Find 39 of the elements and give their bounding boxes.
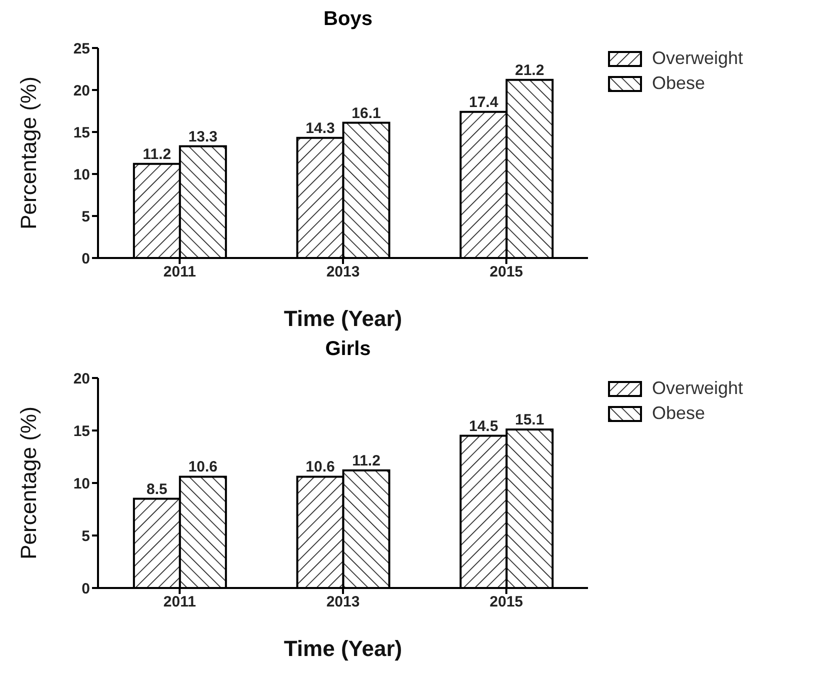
y-tick-label: 25 <box>73 40 90 58</box>
y-tick-label: 5 <box>82 208 90 226</box>
y-tick-label: 10 <box>73 475 90 492</box>
chart-title: Girls <box>324 338 372 362</box>
y-axis-title: Percentage (%) <box>16 406 41 560</box>
y-tick-label: 15 <box>73 124 90 142</box>
chart-title: Boys <box>322 8 374 32</box>
data-label: 10.6 <box>306 458 335 476</box>
data-label: 8.5 <box>146 480 168 498</box>
data-label: 17.4 <box>469 94 499 111</box>
legend-label: Obese <box>652 403 706 424</box>
data-label: 13.3 <box>188 128 218 146</box>
x-tick-label: 2011 <box>163 594 196 611</box>
x-tick-label: 2013 <box>326 594 360 611</box>
legend-label: Overweight <box>652 378 744 399</box>
y-tick-label: 15 <box>73 422 90 440</box>
x-axis-title: Time (Year) <box>284 636 402 661</box>
y-tick-label: 20 <box>73 370 90 388</box>
data-label: 15.1 <box>515 411 544 428</box>
y-tick-label: 0 <box>82 250 90 268</box>
data-label: 14.5 <box>469 418 498 435</box>
x-axis-title: Time (Year) <box>284 306 402 331</box>
data-label: 14.3 <box>306 120 335 137</box>
data-label: 11.2 <box>352 452 380 470</box>
x-tick-label: 2015 <box>490 264 524 281</box>
y-axis-title: Percentage (%) <box>16 76 41 230</box>
y-tick-label: 0 <box>82 580 90 598</box>
data-label: 21.2 <box>515 62 544 79</box>
x-tick-label: 2013 <box>326 264 360 281</box>
data-label: 10.6 <box>188 458 218 476</box>
data-label: 11.2 <box>142 146 172 163</box>
legend-label: Obese <box>652 73 706 94</box>
y-tick-label: 5 <box>82 528 90 545</box>
y-tick-label: 20 <box>73 82 90 100</box>
y-tick-label: 10 <box>73 166 90 184</box>
data-label: 16.1 <box>352 104 381 122</box>
x-tick-label: 2011 <box>163 264 196 281</box>
x-tick-label: 2015 <box>490 594 524 611</box>
legend-label: Overweight <box>652 48 744 69</box>
